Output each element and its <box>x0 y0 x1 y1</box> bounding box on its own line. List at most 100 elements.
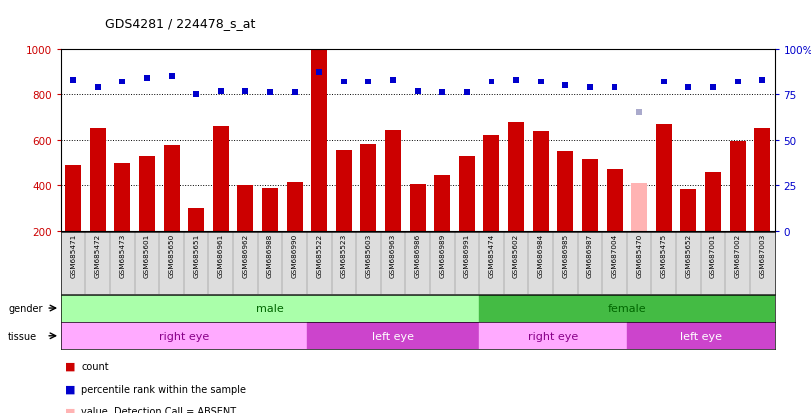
Bar <box>307 323 479 349</box>
Bar <box>627 323 775 349</box>
Point <box>288 90 301 97</box>
Bar <box>479 323 627 349</box>
Point <box>756 77 769 84</box>
Bar <box>114 163 131 231</box>
Text: GSM686987: GSM686987 <box>587 233 593 278</box>
Bar <box>479 295 775 322</box>
Text: left eye: left eye <box>372 331 414 341</box>
Point <box>362 79 375 85</box>
Text: percentile rank within the sample: percentile rank within the sample <box>81 384 246 394</box>
Point <box>92 84 105 91</box>
Text: GDS4281 / 224478_s_at: GDS4281 / 224478_s_at <box>105 17 255 29</box>
Point <box>657 79 670 85</box>
Bar <box>139 156 155 231</box>
Bar <box>410 185 426 231</box>
Text: GSM685472: GSM685472 <box>95 233 101 278</box>
Bar <box>582 160 598 231</box>
Bar <box>188 209 204 231</box>
Text: left eye: left eye <box>680 331 722 341</box>
Text: GSM687003: GSM687003 <box>759 233 766 278</box>
Bar <box>607 170 623 231</box>
Bar <box>212 127 229 231</box>
Point <box>706 84 719 91</box>
Text: GSM685601: GSM685601 <box>144 233 150 278</box>
Point <box>461 90 474 97</box>
Point <box>731 79 744 85</box>
Point <box>140 75 153 82</box>
Point <box>411 88 424 95</box>
Text: tissue: tissue <box>8 331 37 341</box>
Text: GSM686988: GSM686988 <box>267 233 273 278</box>
Bar <box>262 188 278 231</box>
Text: GSM686990: GSM686990 <box>292 233 298 278</box>
Bar <box>533 131 549 231</box>
Text: right eye: right eye <box>528 331 578 341</box>
Text: GSM686989: GSM686989 <box>440 233 445 278</box>
Text: GSM686984: GSM686984 <box>538 233 543 278</box>
Point <box>534 79 547 85</box>
Bar <box>61 323 307 349</box>
Text: GSM686961: GSM686961 <box>218 233 224 278</box>
Text: GSM685523: GSM685523 <box>341 233 347 278</box>
Text: ■: ■ <box>65 384 75 394</box>
Point <box>313 70 326 76</box>
Bar <box>680 189 697 231</box>
Text: GSM686991: GSM686991 <box>464 233 470 278</box>
Text: GSM685652: GSM685652 <box>685 233 691 278</box>
Point <box>214 88 227 95</box>
Text: value, Detection Call = ABSENT: value, Detection Call = ABSENT <box>81 406 236 413</box>
Bar <box>90 129 105 231</box>
Point <box>436 90 448 97</box>
Bar <box>311 50 327 231</box>
Point <box>682 84 695 91</box>
Text: female: female <box>607 303 646 313</box>
Text: GSM685471: GSM685471 <box>70 233 76 278</box>
Bar <box>730 142 745 231</box>
Text: GSM685473: GSM685473 <box>119 233 126 278</box>
Bar <box>238 186 253 231</box>
Point <box>633 110 646 116</box>
Text: GSM685602: GSM685602 <box>513 233 519 278</box>
Point <box>239 88 252 95</box>
Bar <box>483 136 500 231</box>
Bar <box>656 124 672 231</box>
Point <box>264 90 277 97</box>
Text: gender: gender <box>8 303 43 313</box>
Bar <box>705 172 721 231</box>
Text: GSM685470: GSM685470 <box>636 233 642 278</box>
Bar <box>360 145 376 231</box>
Text: GSM686962: GSM686962 <box>242 233 248 278</box>
Point <box>387 77 400 84</box>
Text: GSM687002: GSM687002 <box>735 233 740 278</box>
Text: GSM687001: GSM687001 <box>710 233 716 278</box>
Text: right eye: right eye <box>159 331 209 341</box>
Bar <box>631 184 647 231</box>
Text: ■: ■ <box>65 361 75 371</box>
Point <box>583 84 596 91</box>
Point <box>337 79 350 85</box>
Text: count: count <box>81 361 109 371</box>
Bar <box>459 156 475 231</box>
Bar <box>65 165 81 231</box>
Text: GSM687004: GSM687004 <box>611 233 617 278</box>
Point <box>509 77 522 84</box>
Bar <box>385 130 401 231</box>
Point <box>190 92 203 98</box>
Text: GSM686963: GSM686963 <box>390 233 396 278</box>
Bar <box>286 183 303 231</box>
Text: GSM685522: GSM685522 <box>316 233 322 278</box>
Point <box>116 79 129 85</box>
Text: GSM685651: GSM685651 <box>193 233 200 278</box>
Text: ■: ■ <box>65 406 75 413</box>
Bar <box>508 122 524 231</box>
Text: GSM685474: GSM685474 <box>488 233 495 278</box>
Point <box>67 77 79 84</box>
Text: GSM685603: GSM685603 <box>366 233 371 278</box>
Text: GSM686985: GSM686985 <box>562 233 569 278</box>
Point <box>165 74 178 80</box>
Bar <box>164 146 179 231</box>
Point <box>608 84 621 91</box>
Text: GSM685650: GSM685650 <box>169 233 174 278</box>
Point <box>485 79 498 85</box>
Text: GSM686986: GSM686986 <box>414 233 421 278</box>
